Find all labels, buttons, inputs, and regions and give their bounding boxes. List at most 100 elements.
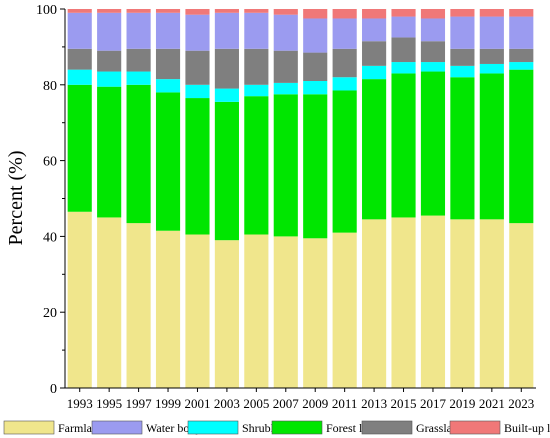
bar-segment-farmland-1997 bbox=[126, 223, 151, 388]
bar-segment-forest-land-1997 bbox=[126, 84, 151, 224]
bar-segment-forest-land-1995 bbox=[97, 86, 122, 218]
y-tick-label-40: 40 bbox=[43, 230, 57, 245]
bar-segment-forest-land-2021 bbox=[479, 73, 504, 220]
bar-segment-forest-land-2003 bbox=[214, 101, 239, 241]
bar-segment-built-up-land-2007 bbox=[273, 9, 298, 15]
bar-segment-grassland-1999 bbox=[155, 48, 181, 80]
x-tick-label-2003: 2003 bbox=[214, 396, 240, 411]
legend-swatch-built-up-land bbox=[449, 420, 501, 435]
bar-segment-shrubland-2001 bbox=[185, 84, 210, 99]
bar-segment-forest-land-2013 bbox=[362, 79, 387, 220]
legend: Farmland Water body Shrubland Forest land Gr… bbox=[3, 420, 550, 435]
bar-segment-grassland-2003 bbox=[214, 48, 239, 89]
legend-swatch-forest-land bbox=[271, 420, 323, 435]
bar-segment-water-body-2017 bbox=[420, 18, 446, 42]
x-tick-label-1993: 1993 bbox=[67, 396, 93, 411]
bar-segment-grassland-2023 bbox=[509, 48, 534, 63]
axes-group: 0 20 40 60 80 100 1993 1995 1997 1999 2001 2003 2005… bbox=[36, 3, 536, 411]
x-tick-label-2023: 2023 bbox=[508, 396, 534, 411]
bar-segment-built-up-land-2019 bbox=[450, 9, 475, 17]
x-tick-label-2017: 2017 bbox=[420, 396, 447, 411]
bar-segment-water-body-1999 bbox=[155, 12, 181, 49]
bar-segment-forest-land-2023 bbox=[509, 69, 534, 224]
bar-segment-grassland-2013 bbox=[362, 41, 387, 66]
bar-segment-farmland-2007 bbox=[273, 236, 298, 388]
bars-group bbox=[67, 9, 534, 388]
bar-segment-shrubland-1997 bbox=[126, 71, 151, 85]
bar-segment-water-body-2019 bbox=[450, 16, 475, 49]
x-tick-label-2005: 2005 bbox=[243, 396, 269, 411]
bar-segment-forest-land-2007 bbox=[273, 94, 298, 237]
bar-segment-grassland-2007 bbox=[273, 50, 298, 83]
x-tick-label-1997: 1997 bbox=[126, 396, 153, 411]
bar-segment-built-up-land-2005 bbox=[244, 9, 269, 13]
legend-swatch-water-body bbox=[91, 420, 143, 435]
bar-segment-water-body-2001 bbox=[185, 14, 210, 51]
bar-segment-built-up-land-2003 bbox=[214, 9, 239, 13]
y-tick-label-20: 20 bbox=[43, 306, 57, 321]
bar-segment-built-up-land-1995 bbox=[97, 9, 122, 13]
bar-segment-farmland-2019 bbox=[450, 219, 475, 388]
bar-segment-built-up-land-2001 bbox=[185, 9, 210, 15]
bar-segment-forest-land-2017 bbox=[420, 71, 446, 216]
bar-segment-grassland-1995 bbox=[97, 50, 122, 72]
bar-segment-water-body-2013 bbox=[362, 18, 387, 42]
x-tick-label-1995: 1995 bbox=[96, 396, 122, 411]
bar-segment-forest-land-2011 bbox=[332, 90, 357, 233]
bar-segment-farmland-2021 bbox=[479, 219, 504, 388]
bar-segment-shrubland-2013 bbox=[362, 65, 387, 80]
legend-label-water-body: Water body bbox=[146, 421, 201, 435]
bar-segment-water-body-2005 bbox=[244, 12, 269, 49]
bar-segment-grassland-2015 bbox=[391, 37, 416, 63]
bar-segment-shrubland-2003 bbox=[214, 88, 239, 102]
bar-segment-farmland-1995 bbox=[97, 217, 122, 388]
bar-segment-farmland-1999 bbox=[155, 230, 181, 388]
bar-segment-shrubland-2005 bbox=[244, 84, 269, 97]
x-tick-label-2011: 2011 bbox=[332, 396, 358, 411]
bar-segment-grassland-2001 bbox=[185, 50, 210, 85]
bar-segment-forest-land-2015 bbox=[391, 73, 416, 218]
bar-segment-shrubland-1993 bbox=[67, 69, 92, 85]
bar-segment-shrubland-2009 bbox=[303, 81, 328, 95]
y-axis-label: Percent (%) bbox=[5, 151, 27, 246]
y-tick-label-100: 100 bbox=[36, 3, 57, 18]
bar-segment-built-up-land-2011 bbox=[332, 9, 357, 19]
bar-segment-forest-land-1993 bbox=[67, 84, 92, 212]
y-tick-label-80: 80 bbox=[43, 79, 57, 94]
bar-segment-shrubland-2021 bbox=[479, 63, 504, 74]
x-tick-label-2013: 2013 bbox=[361, 396, 387, 411]
bar-segment-water-body-2023 bbox=[509, 16, 534, 49]
bar-segment-farmland-2015 bbox=[391, 217, 416, 388]
bar-segment-grassland-2005 bbox=[244, 48, 269, 85]
bar-segment-shrubland-1999 bbox=[155, 79, 181, 93]
bar-segment-built-up-land-2023 bbox=[509, 9, 534, 17]
bar-segment-farmland-2011 bbox=[332, 232, 357, 388]
bar-segment-grassland-2017 bbox=[420, 41, 446, 63]
bar-segment-shrubland-1995 bbox=[97, 71, 122, 87]
bar-segment-built-up-land-1997 bbox=[126, 9, 151, 13]
x-tick-label-2007: 2007 bbox=[273, 396, 300, 411]
bar-segment-forest-land-2019 bbox=[450, 77, 475, 220]
bar-segment-shrubland-2007 bbox=[273, 82, 298, 95]
x-tick-label-1999: 1999 bbox=[155, 396, 181, 411]
bar-segment-water-body-2015 bbox=[391, 16, 416, 38]
bar-segment-shrubland-2019 bbox=[450, 65, 475, 78]
bar-segment-grassland-2009 bbox=[303, 52, 328, 82]
bar-segment-built-up-land-1993 bbox=[67, 9, 92, 13]
bar-segment-water-body-2011 bbox=[332, 18, 357, 49]
bar-segment-farmland-2009 bbox=[303, 238, 328, 388]
y-tick-label-0: 0 bbox=[50, 382, 57, 397]
bar-segment-water-body-1993 bbox=[67, 12, 92, 49]
bar-segment-water-body-1997 bbox=[126, 12, 151, 49]
bar-segment-grassland-2011 bbox=[332, 48, 357, 78]
legend-swatch-grassland bbox=[361, 420, 413, 435]
bar-segment-built-up-land-2013 bbox=[362, 9, 387, 19]
bar-segment-built-up-land-2021 bbox=[479, 9, 504, 17]
bar-segment-grassland-1997 bbox=[126, 48, 151, 72]
bar-segment-water-body-2007 bbox=[273, 14, 298, 51]
bar-segment-farmland-2005 bbox=[244, 234, 269, 388]
legend-swatch-shrubland bbox=[187, 420, 239, 435]
bar-segment-grassland-2019 bbox=[450, 48, 475, 66]
bar-segment-farmland-1993 bbox=[67, 211, 92, 388]
